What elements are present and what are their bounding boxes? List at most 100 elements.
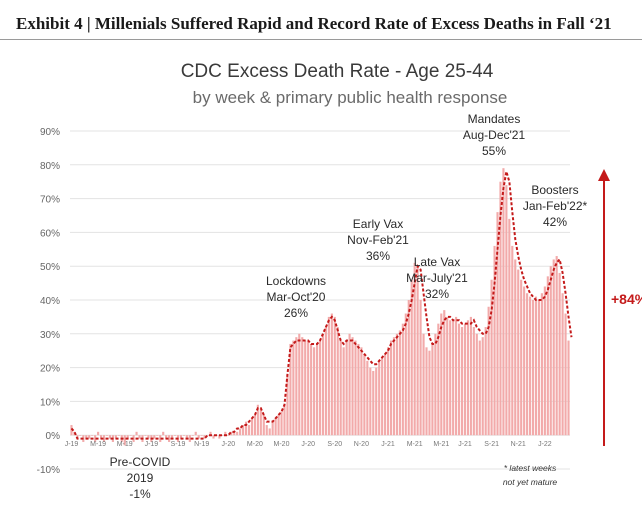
week-bar [315,343,319,436]
week-bar [357,343,360,436]
week-bar [271,421,274,436]
x-tick-label: J-22 [538,441,552,448]
week-bar [129,435,132,436]
week-bar [384,354,387,436]
week-bar [265,425,268,436]
week-bar [173,435,177,436]
week-bar [97,431,100,436]
annotation-label: Lockdowns [266,274,326,288]
week-bar [313,347,316,436]
week-bar [295,337,298,436]
week-bar [91,435,94,436]
week-bar [289,343,292,436]
week-bar [386,347,390,436]
week-bar [339,340,342,436]
week-bar [230,431,233,436]
week-bar [135,431,138,436]
axis-ticks: -10% 0% 10% 20% 30% 40% 50% 60% 70% 80% 90% J-19 M-1… [37,127,552,476]
week-bar [360,347,363,436]
y-tick-label: 30% [40,330,60,341]
x-tick-label: M-20 [247,441,263,448]
week-bar [209,431,212,436]
week-bar [534,296,538,436]
week-bar [221,435,224,436]
x-tick-label: M-19 [117,441,133,448]
week-bar [321,333,325,436]
week-bar [528,296,532,436]
week-bar [185,435,188,439]
week-bar [443,310,446,436]
week-bar [298,333,301,436]
week-bar [194,431,197,436]
week-bar [277,414,280,436]
week-bar [422,333,425,436]
chart-subtitle: by week & primary public health response [193,88,508,107]
annotations: Pre-COVID 2019 -1% Lockdowns Mar-Oct'20 26% Ea… [110,112,588,501]
week-bar [505,185,508,436]
week-bar [200,435,203,436]
week-bar [94,435,97,442]
annotation-label: Boosters [531,183,578,197]
increase-label: +84% [611,291,642,307]
x-tick-label: N-20 [354,441,369,448]
week-bar [567,340,570,436]
week-bar [463,323,467,436]
week-bar [351,337,354,436]
week-bar [188,435,191,442]
week-bar [88,435,91,439]
week-bar [437,323,440,436]
week-bar [475,333,478,436]
week-bar [280,411,283,436]
week-bar [540,293,543,436]
week-bar [233,431,236,436]
week-bar [511,245,514,436]
week-bar [466,320,469,436]
x-tick-label: M-19 [90,441,106,448]
x-tick-label: M-20 [274,441,290,448]
week-bar [413,262,416,436]
week-bar [493,245,496,436]
y-tick-label: 70% [40,195,60,206]
week-bar [369,367,372,436]
week-bar [70,425,73,436]
week-bar [490,279,493,436]
annotation-label: 55% [482,144,506,158]
x-tick-label: M-21 [433,441,449,448]
week-bar [159,435,162,442]
week-bar [345,340,348,436]
week-bar [419,300,422,436]
week-bar [105,435,109,436]
week-bar [484,327,487,436]
week-bar [469,316,472,436]
week-bar [191,435,194,436]
week-bar [156,435,159,436]
trend-line [70,171,573,440]
week-bar [472,327,475,436]
week-bar [117,435,120,436]
week-bar [407,300,410,436]
week-bar [259,408,262,436]
week-bar [446,316,449,436]
week-bar [283,404,286,436]
annotation-label: Early Vax [353,217,403,231]
annotation-label: 36% [366,249,390,263]
week-bar [304,340,307,436]
week-bar [549,266,552,436]
week-bar [392,337,396,436]
week-bar [268,428,271,436]
annotation-label: Aug-Dec'21 [463,128,526,142]
x-tick-label: S-20 [327,441,342,448]
week-bar [455,316,458,436]
week-bar [410,279,413,436]
footnote-line-2: not yet mature [503,477,558,487]
week-bar [375,367,378,436]
week-bar [496,212,499,436]
week-bar [212,435,215,439]
week-bar [537,300,540,436]
week-bar [546,276,549,436]
week-bar [165,435,168,439]
week-bar [206,435,209,436]
week-bar [239,428,242,436]
week-bar [333,316,336,436]
y-tick-label: 90% [40,127,60,138]
